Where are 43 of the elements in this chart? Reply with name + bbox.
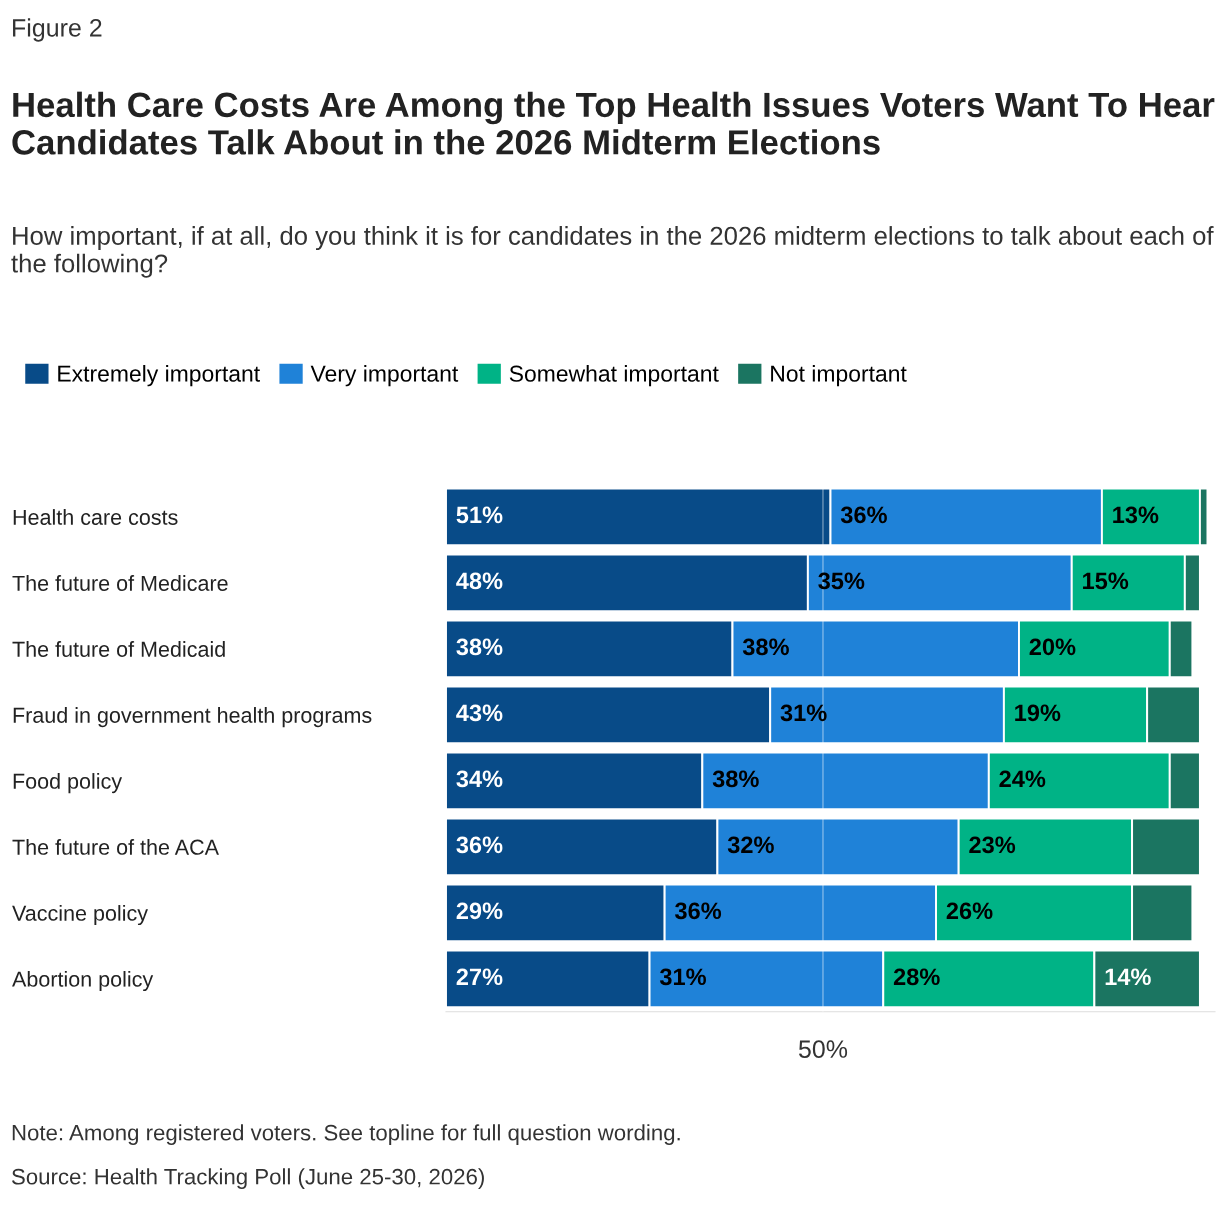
data-label: 36% [456, 836, 503, 854]
x-tick-label: 50% [798, 1040, 848, 1058]
chart-subtitle: How important, if at all, do you think it is for candidates in the 2026 midterm elections to talk about each of the following? [11, 226, 1214, 278]
chart-title: Health Care Costs Are Among the Top Health Issues Voters Want To Hear Candidates Talk About in the 2026 Midterm Elections [12, 91, 1215, 155]
data-label: 24% [999, 770, 1046, 788]
y-tick-label: The future of the ACA [12, 839, 219, 855]
data-label: 34% [456, 770, 503, 788]
y-tick-label: Health care costs [13, 509, 178, 525]
source-note: Source: Health Tracking Poll (June 25-30, 2026) [11, 1168, 484, 1189]
data-label: 15% [1083, 572, 1129, 590]
data-label: 36% [674, 902, 722, 920]
data-label: 26% [946, 902, 993, 920]
data-label: 31% [780, 704, 827, 722]
data-label: 36% [840, 506, 887, 524]
data-label: 35% [818, 572, 865, 590]
data-label: 19% [1015, 704, 1061, 722]
y-tick-label: The future of Medicaid [12, 641, 225, 657]
data-label: 32% [727, 836, 774, 854]
data-label: 38% [742, 638, 789, 656]
data-label: 28% [893, 968, 940, 986]
data-label: 27% [456, 968, 503, 986]
legend-label: Not important [771, 364, 907, 387]
data-label: 13% [1113, 506, 1159, 524]
data-label: 29% [456, 902, 503, 920]
data-label: 43% [456, 704, 503, 722]
data-label: 51% [456, 506, 503, 524]
data-label: 23% [969, 836, 1016, 854]
y-tick-label: Food policy [13, 773, 123, 794]
data-label: 14% [1105, 968, 1151, 986]
data-label: 48% [456, 572, 503, 590]
y-tick-label: Abortion policy [12, 971, 154, 992]
y-tick-label: Fraud in government health programs [13, 707, 372, 728]
data-label: 38% [456, 638, 503, 656]
legend-label: Somewhat important [509, 364, 719, 387]
data-label: 31% [659, 968, 706, 986]
y-tick-label: Vaccine policy [12, 905, 148, 926]
data-label: 38% [712, 770, 759, 788]
y-tick-label: The future of Medicare [12, 575, 228, 591]
text: Note: Among registered voters. See topline for full question wording. [12, 1124, 680, 1145]
data-label: 20% [1029, 638, 1076, 656]
legend-label: Very important [310, 364, 459, 387]
legend-label: Extremely important [58, 364, 260, 387]
caption: Figure 2 [13, 18, 102, 42]
